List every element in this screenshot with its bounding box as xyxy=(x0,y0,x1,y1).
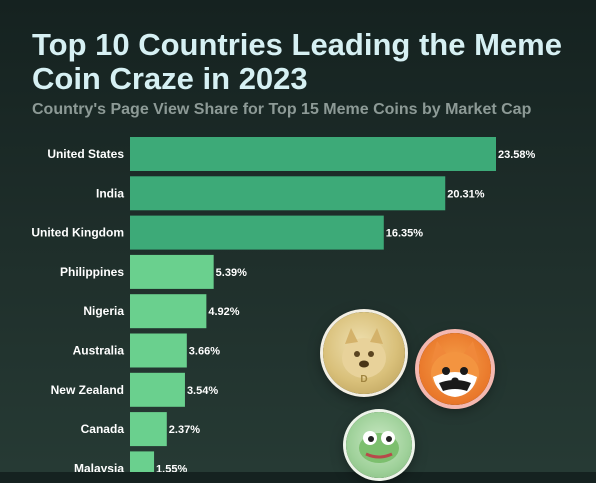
bar-australia xyxy=(130,333,187,368)
category-label: India xyxy=(96,186,124,200)
category-label: United Kingdom xyxy=(31,226,124,240)
category-label: Malaysia xyxy=(74,461,124,472)
category-label: United States xyxy=(47,147,124,161)
bar-united-states xyxy=(130,137,496,171)
value-label: 3.54% xyxy=(187,385,218,397)
chart-subtitle: Country's Page View Share for Top 15 Mem… xyxy=(32,101,532,118)
pepe-icon xyxy=(346,412,412,478)
bar-nigeria xyxy=(130,294,207,329)
category-label: Philippines xyxy=(60,265,124,279)
category-label: Nigeria xyxy=(83,304,124,318)
value-label: 20.31% xyxy=(447,188,485,200)
category-label: Canada xyxy=(81,422,125,436)
value-label: 3.66% xyxy=(189,346,220,358)
category-label: New Zealand xyxy=(51,383,124,397)
value-label: 4.92% xyxy=(208,306,239,318)
svg-text:D: D xyxy=(360,374,367,385)
bar-chart: United States 23.58% India 20.31% United Kin… xyxy=(31,137,536,472)
bar-canada xyxy=(130,412,167,447)
value-label: 5.39% xyxy=(216,267,247,279)
value-label: 16.35% xyxy=(386,228,424,240)
bar-philippines xyxy=(130,254,214,289)
value-label: 23.58% xyxy=(498,149,536,161)
value-label: 2.37% xyxy=(169,424,200,436)
chart-title: Top 10 Countries Leading the Meme Coin C… xyxy=(32,27,562,96)
bar-united-kingdom xyxy=(130,215,384,250)
dogecoin-icon: D xyxy=(323,312,405,394)
value-label: 1.55% xyxy=(156,463,187,472)
bar-india xyxy=(130,176,446,211)
bar-new-zealand xyxy=(130,372,185,407)
shiba-inu-icon xyxy=(419,333,491,405)
category-label: Australia xyxy=(73,344,125,358)
bar-malaysia xyxy=(130,451,155,472)
